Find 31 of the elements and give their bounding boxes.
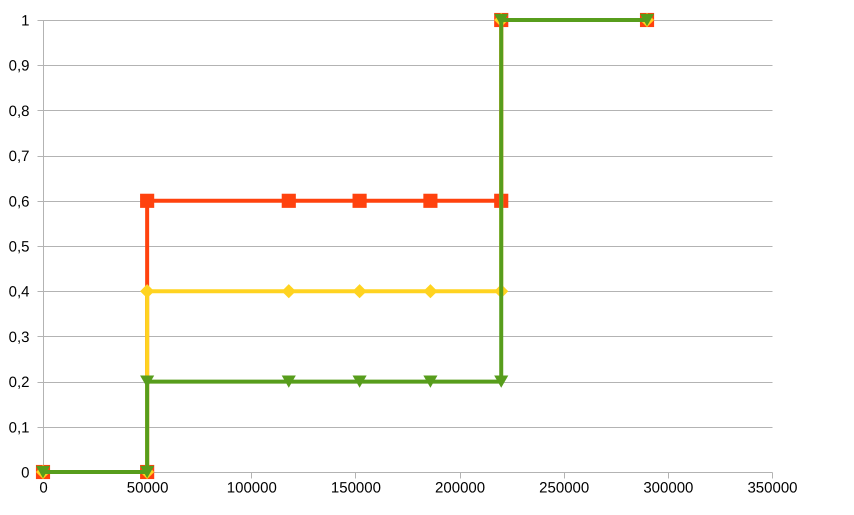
- y-tick-label: 0,8: [8, 102, 30, 120]
- y-tick-label: 0,7: [8, 148, 30, 166]
- point: [282, 194, 296, 208]
- point: [494, 375, 508, 388]
- y-tick-label: 0,3: [8, 328, 30, 346]
- point: [423, 284, 438, 298]
- point: [423, 375, 438, 388]
- y-tick-label: 0,9: [8, 58, 30, 75]
- point: [282, 284, 296, 298]
- x-tick-label: 0: [39, 480, 48, 496]
- y-tick-label: 0,4: [8, 284, 30, 301]
- x-tick-label: 200000: [435, 480, 486, 496]
- y-tick-label: 0,1: [8, 419, 30, 436]
- x-tick-label: 250000: [539, 480, 590, 496]
- y-tick-label: 0,5: [8, 238, 30, 256]
- point: [352, 284, 367, 298]
- point: [423, 194, 438, 208]
- y-tick-label: 0,2: [8, 374, 30, 392]
- point: [140, 194, 154, 208]
- x-tick-label: 100000: [226, 480, 277, 496]
- y-tick-label: 1: [21, 12, 30, 30]
- x-tick-label: 350000: [747, 480, 798, 496]
- point: [282, 375, 296, 388]
- x-tick-label: 50000: [126, 480, 168, 496]
- x-tick-label: 300000: [643, 480, 694, 496]
- x-tick-label: 150000: [330, 480, 381, 496]
- point: [352, 194, 367, 208]
- y-tick-label: 0,6: [8, 193, 30, 210]
- point: [140, 284, 154, 298]
- y-tick-label: 0: [21, 464, 30, 482]
- point: [352, 375, 367, 388]
